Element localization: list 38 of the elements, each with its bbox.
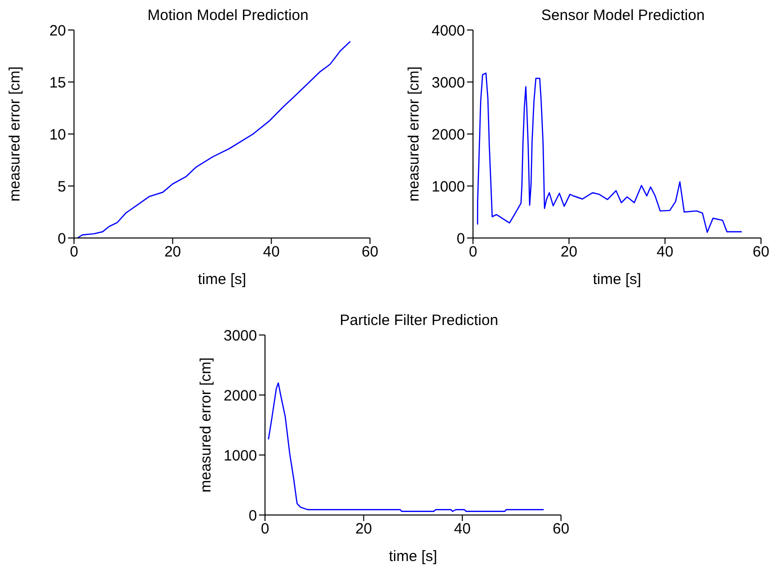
x-tick-label: 60 — [752, 244, 770, 261]
x-tick-label: 20 — [355, 520, 372, 538]
y-tick-label: 2000 — [224, 387, 257, 404]
y-tick-label: 5 — [58, 178, 66, 196]
chart-title: Sensor Model Prediction — [540, 7, 706, 24]
y-axis-title: measured error [cm] — [6, 66, 24, 202]
x-tick-label: 60 — [552, 520, 570, 538]
chart-title: Particle Filter Prediction — [338, 312, 500, 329]
y-tick-label: 3000 — [224, 327, 257, 344]
y-tick-label: 10 — [49, 126, 66, 144]
y-tick-label: 1000 — [224, 447, 257, 464]
x-tick-label: 60 — [362, 244, 378, 261]
x-axis-title: time [s] — [388, 548, 438, 565]
y-tick-label: 20 — [49, 22, 66, 40]
x-tick-label: 40 — [454, 520, 471, 538]
x-tick-label: 20 — [560, 244, 578, 261]
x-axis-title: time [s] — [198, 271, 246, 288]
y-tick-label: 3000 — [432, 74, 465, 92]
y-axis-title: measured error [cm] — [197, 357, 214, 493]
y-tick-label: 15 — [49, 74, 66, 92]
x-tick-label: 20 — [164, 244, 182, 261]
y-tick-label: 0 — [58, 230, 66, 248]
y-tick-label: 1000 — [432, 178, 465, 196]
y-tick-label: 0 — [248, 507, 257, 524]
y-axis-title: measured error [cm] — [405, 66, 422, 202]
line-series — [476, 72, 742, 233]
y-tick-label: 0 — [456, 230, 465, 248]
x-tick-label: 0 — [468, 244, 478, 261]
line-series — [76, 40, 351, 238]
y-tick-label: 4000 — [432, 22, 465, 40]
x-tick-label: 40 — [262, 244, 280, 261]
y-tick-label: 2000 — [432, 126, 465, 144]
chart-title: Motion Model Prediction — [146, 7, 310, 24]
x-tick-label: 0 — [260, 520, 270, 538]
x-tick-label: 0 — [70, 244, 78, 261]
x-tick-label: 40 — [656, 244, 674, 261]
x-axis-title: time [s] — [592, 271, 642, 288]
line-series — [268, 382, 544, 512]
